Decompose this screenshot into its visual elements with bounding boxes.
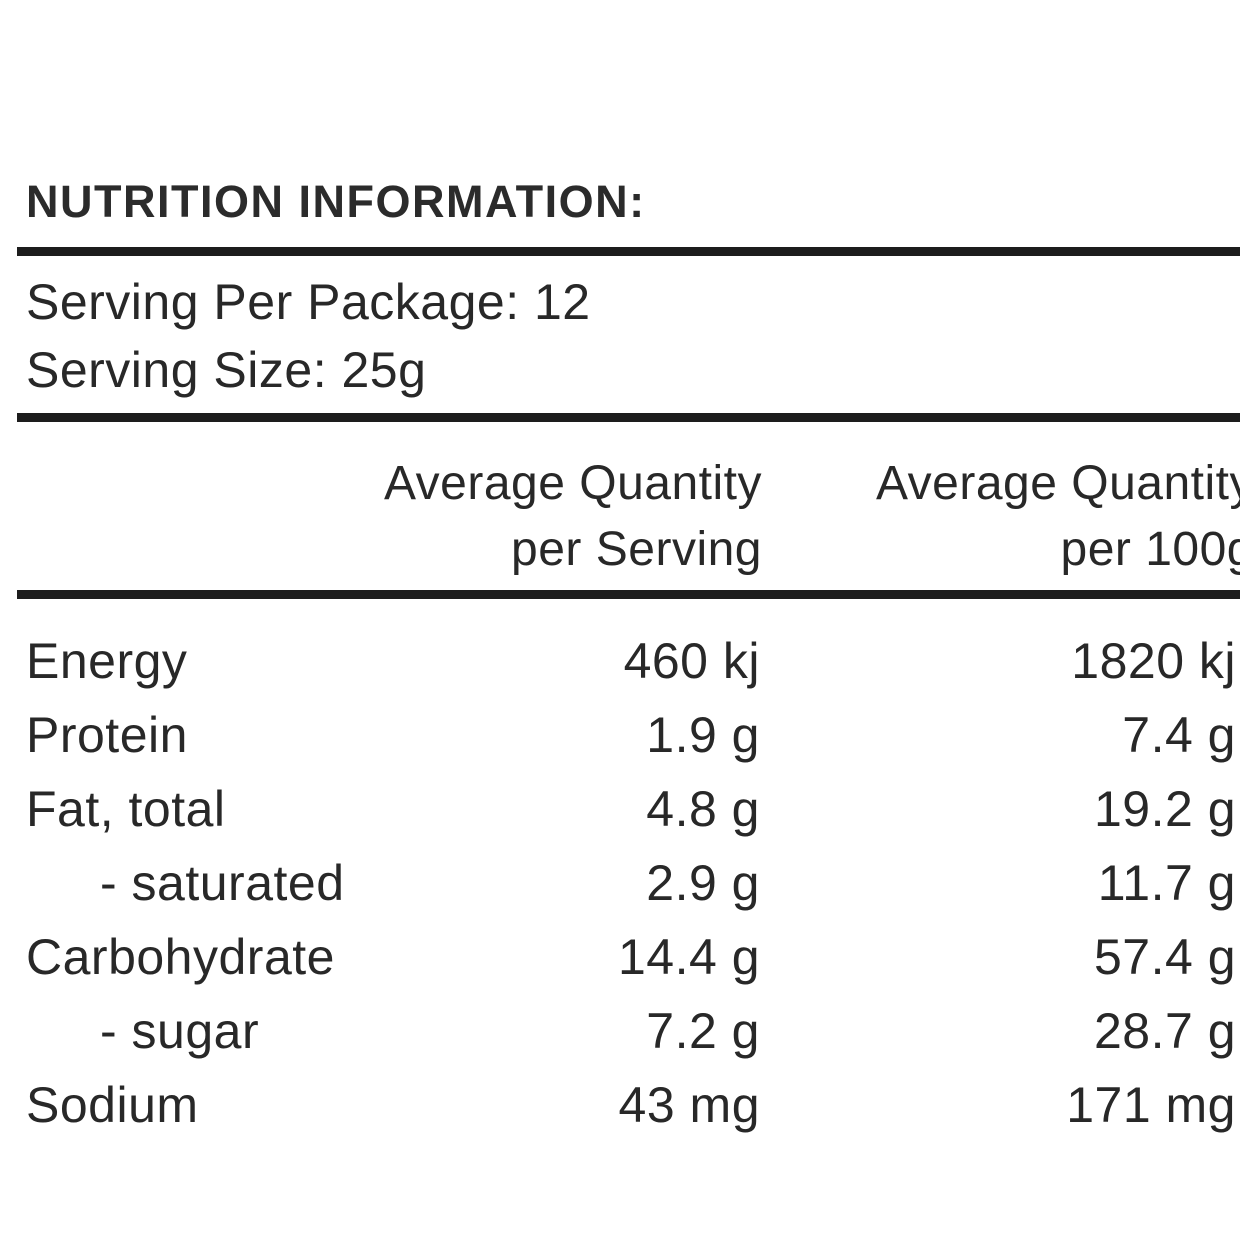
page-title: NUTRITION INFORMATION: <box>26 176 646 227</box>
value-per-serving: 2.9 g <box>646 855 760 911</box>
table-row-sugar: - sugar 7.2 g 28.7 g <box>0 994 1240 1068</box>
nutrient-label: - saturated <box>100 855 345 911</box>
divider-under-column-headers <box>17 590 1240 599</box>
value-per-100g: 171 mg <box>1066 1077 1236 1133</box>
nutrient-label: Carbohydrate <box>26 929 335 985</box>
value-per-100g: 57.4 g <box>1093 929 1236 985</box>
table-row-sodium: Sodium 43 mg 171 mg <box>0 1068 1240 1142</box>
table-row-saturated: - saturated 2.9 g 11.7 g <box>0 846 1240 920</box>
column-header-per-100g-line1: Average Quantity <box>875 457 1240 510</box>
nutrient-label: Energy <box>26 633 188 689</box>
value-per-serving: 7.2 g <box>646 1003 760 1059</box>
value-per-100g: 11.7 g <box>1097 855 1236 911</box>
value-per-100g: 28.7 g <box>1093 1003 1236 1059</box>
divider-under-title <box>17 247 1240 256</box>
value-per-serving: 4.8 g <box>646 781 760 837</box>
value-per-100g: 1820 kj <box>1071 633 1236 689</box>
table-row-fat-total: Fat, total 4.8 g 19.2 g <box>0 772 1240 846</box>
value-per-serving: 460 kj <box>623 633 760 689</box>
value-per-serving: 1.9 g <box>646 707 760 763</box>
value-per-serving: 43 mg <box>618 1077 760 1133</box>
nutrient-label: - sugar <box>100 1003 260 1059</box>
divider-under-serving-info <box>17 413 1240 422</box>
column-header-per-100g-line2: per 100g <box>1060 523 1240 576</box>
nutrient-table: Energy 460 kj 1820 kj Protein 1.9 g 7.4 … <box>0 624 1240 1142</box>
value-per-100g: 7.4 g <box>1122 707 1236 763</box>
table-row-carbohydrate: Carbohydrate 14.4 g 57.4 g <box>0 920 1240 994</box>
nutrient-label: Fat, total <box>26 781 226 837</box>
nutrient-label: Sodium <box>26 1077 199 1133</box>
value-per-100g: 19.2 g <box>1093 781 1236 837</box>
serving-per-package: Serving Per Package: 12 <box>26 274 591 330</box>
nutrient-label: Protein <box>26 707 188 763</box>
serving-info: Serving Per Package: 12 Serving Size: 25… <box>26 268 591 404</box>
column-header-per-100g: Average Quantity per 100g <box>876 451 1240 583</box>
serving-size: Serving Size: 25g <box>26 342 427 398</box>
column-header-per-serving-line2: per Serving <box>511 523 762 576</box>
column-header-per-serving: Average Quantity per Serving <box>384 451 762 583</box>
value-per-serving: 14.4 g <box>617 929 760 985</box>
table-row-protein: Protein 1.9 g 7.4 g <box>0 698 1240 772</box>
column-header-per-serving-line1: Average Quantity <box>383 457 762 510</box>
table-row-energy: Energy 460 kj 1820 kj <box>0 624 1240 698</box>
